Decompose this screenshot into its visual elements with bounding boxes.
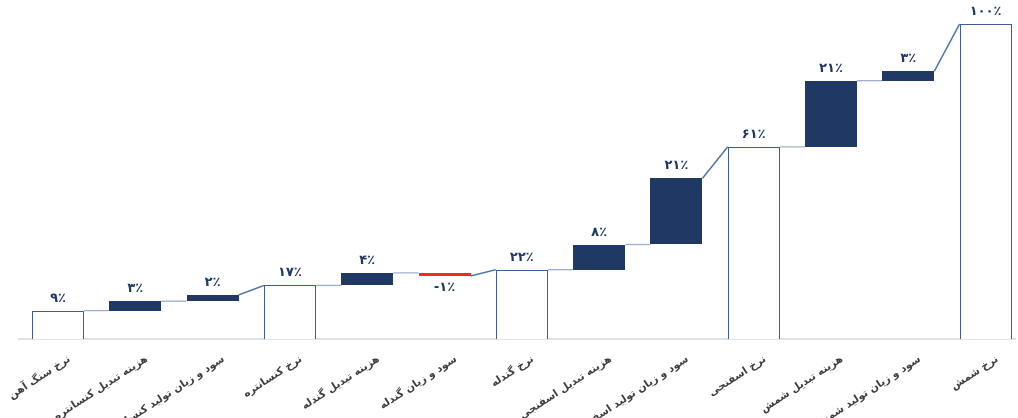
bar-value-label: ۳٪ <box>127 281 144 297</box>
bar-value-label: ۱۷٪ <box>277 265 302 281</box>
bar-value-label: -۱٪ <box>433 280 456 295</box>
bar-value-label: ۹٪ <box>50 290 66 306</box>
waterfall-bar-increase <box>109 301 162 311</box>
waterfall-bar-total <box>263 285 316 339</box>
bar-value-label: ۶۱٪ <box>741 126 766 142</box>
bar-value-label: ۲۲٪ <box>509 249 534 265</box>
connector-diagonal <box>470 268 496 277</box>
waterfall-bar-increase <box>341 272 394 286</box>
waterfall-bar-increase <box>805 80 857 147</box>
waterfall-bar-increase <box>882 71 935 81</box>
waterfall-bar-decrease <box>418 272 471 276</box>
bar-value-label: ۱۰۰٪ <box>969 4 1002 19</box>
waterfall-bar-total <box>495 269 548 339</box>
connector-diagonal <box>933 23 961 72</box>
waterfall-bar-total <box>959 24 1012 339</box>
bar-value-label: ۲۱٪ <box>664 158 689 174</box>
bar-value-label: ۳٪ <box>900 51 917 67</box>
bar-value-label: ۴٪ <box>359 252 376 268</box>
bar-value-label: ۲۱٪ <box>819 60 843 76</box>
waterfall-bar-increase <box>186 294 239 302</box>
waterfall-bar-increase <box>650 178 703 245</box>
connector-diagonal <box>238 284 265 296</box>
waterfall-bar-increase <box>573 244 626 270</box>
waterfall-bar-total <box>32 310 84 339</box>
bar-value-label: ۸٪ <box>591 224 608 240</box>
connector-diagonal <box>701 146 729 179</box>
bar-value-label: ۲٪ <box>204 274 221 290</box>
waterfall-bar-total <box>727 146 780 339</box>
